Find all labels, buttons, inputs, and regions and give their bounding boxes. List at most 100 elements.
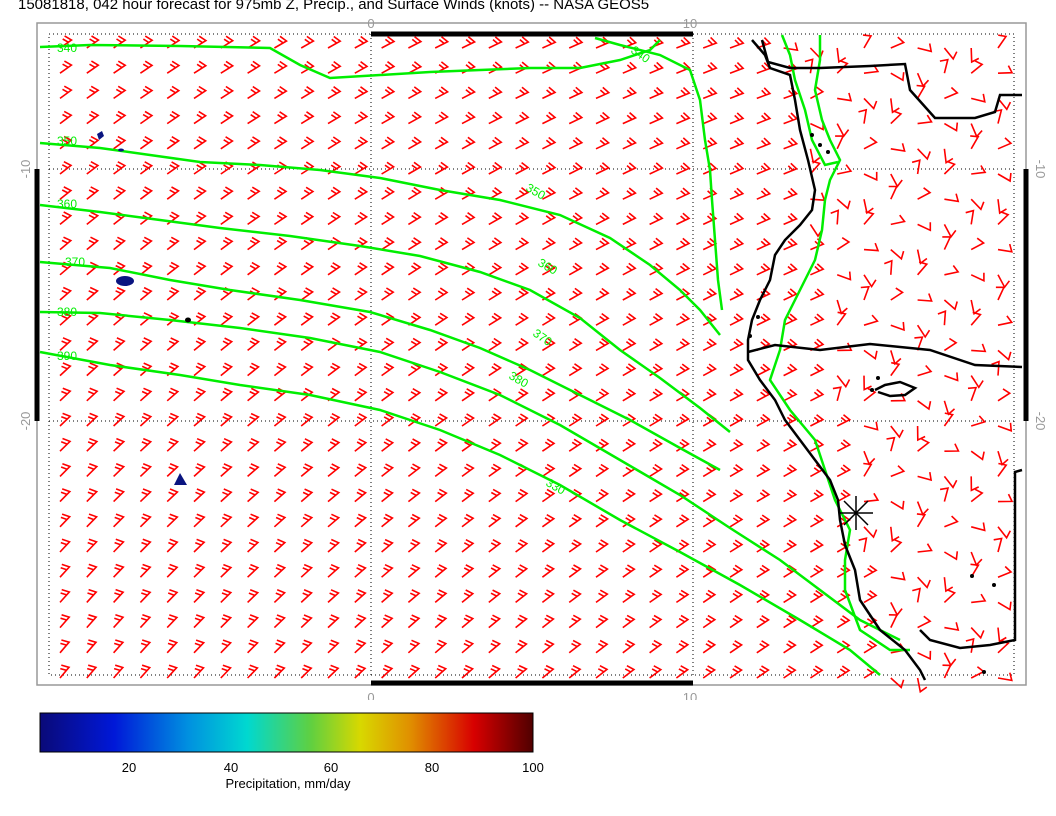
wind-barb bbox=[809, 160, 822, 175]
wind-barb bbox=[622, 212, 637, 226]
wind-barb bbox=[59, 437, 72, 452]
wind-barb bbox=[675, 463, 690, 478]
wind-barb bbox=[113, 412, 126, 427]
wind-barb bbox=[595, 388, 610, 402]
wind-barb bbox=[327, 412, 341, 427]
wind-barb bbox=[166, 110, 181, 125]
wind-barb bbox=[997, 493, 1014, 503]
wind-barb bbox=[166, 614, 179, 629]
wind-barb bbox=[541, 514, 556, 528]
wind-barb bbox=[300, 513, 314, 528]
wind-barb bbox=[434, 312, 449, 326]
wind-barb bbox=[59, 639, 71, 654]
wind-barb bbox=[139, 614, 152, 629]
wind-barb bbox=[273, 589, 287, 603]
wind-barbs bbox=[59, 34, 1014, 694]
wind-barb bbox=[756, 439, 771, 452]
wind-barb bbox=[943, 475, 958, 489]
wind-barb bbox=[461, 639, 475, 654]
wind-barb bbox=[273, 60, 288, 74]
lat-label-right-m20: -20 bbox=[1033, 412, 1048, 431]
wind-barb bbox=[139, 136, 154, 150]
wind-barb bbox=[166, 664, 179, 679]
wind-barb bbox=[835, 135, 845, 150]
wind-barb bbox=[541, 639, 555, 654]
wind-barb bbox=[354, 362, 368, 377]
wind-barb bbox=[783, 313, 798, 326]
wind-barb bbox=[247, 639, 259, 654]
wind-barb bbox=[273, 136, 288, 150]
wind-barb bbox=[890, 321, 905, 332]
wind-barb bbox=[595, 363, 610, 377]
wind-barb bbox=[943, 148, 954, 165]
wind-barb bbox=[862, 34, 873, 49]
wind-barb bbox=[327, 639, 340, 654]
wind-barb bbox=[113, 85, 127, 100]
wind-barb bbox=[541, 564, 556, 578]
wind-barb bbox=[193, 387, 207, 402]
wind-barb bbox=[944, 622, 960, 632]
wind-barb bbox=[327, 86, 342, 100]
wind-barb bbox=[809, 640, 824, 654]
wind-barb bbox=[327, 589, 340, 603]
wind-barb bbox=[890, 110, 903, 125]
wind-barb bbox=[193, 110, 208, 125]
wind-barb bbox=[943, 577, 954, 593]
wind-barb bbox=[783, 112, 799, 125]
wind-barb bbox=[756, 313, 771, 326]
wind-barb bbox=[434, 136, 449, 150]
wind-barb bbox=[407, 589, 421, 604]
wind-barb bbox=[997, 97, 1012, 111]
wind-barb bbox=[649, 413, 664, 427]
wind-barb bbox=[300, 211, 315, 226]
wind-barb bbox=[434, 36, 450, 49]
wind-barb bbox=[354, 614, 367, 629]
wind-barb bbox=[997, 315, 1014, 326]
wind-barb bbox=[139, 337, 153, 352]
coastline bbox=[746, 39, 1023, 681]
wind-barb bbox=[193, 236, 207, 251]
wind-barb bbox=[756, 413, 771, 427]
wind-barb bbox=[247, 236, 261, 251]
wind-barb bbox=[300, 86, 315, 100]
wind-barb bbox=[675, 589, 690, 604]
lat-label-left-m20: -20 bbox=[18, 412, 33, 431]
wind-barb bbox=[220, 60, 235, 74]
wind-barb bbox=[488, 413, 502, 427]
wind-barb bbox=[247, 437, 260, 452]
wind-barb bbox=[676, 338, 691, 352]
wind-barb bbox=[649, 237, 664, 251]
wind-barb bbox=[86, 286, 99, 301]
wind-barb bbox=[810, 121, 824, 131]
wind-barb bbox=[622, 162, 637, 175]
wind-barb bbox=[381, 413, 395, 427]
wind-barb bbox=[649, 187, 664, 200]
wind-barb bbox=[488, 262, 503, 276]
wind-barb bbox=[971, 343, 987, 353]
wind-barb bbox=[836, 299, 848, 315]
wind-barb bbox=[595, 86, 611, 100]
wind-barb bbox=[434, 463, 448, 478]
wind-barb bbox=[702, 489, 717, 503]
wind-barb bbox=[220, 136, 234, 150]
wind-barb bbox=[407, 614, 421, 629]
wind-barb bbox=[622, 112, 638, 125]
wind-barb bbox=[649, 463, 663, 478]
wind-barb bbox=[917, 148, 931, 161]
wind-barb bbox=[86, 462, 99, 477]
wind-barb bbox=[756, 363, 771, 377]
wind-barb bbox=[273, 513, 287, 528]
wind-barb bbox=[917, 471, 933, 482]
wind-barb bbox=[220, 639, 233, 654]
wind-barb bbox=[702, 112, 718, 125]
wind-barb bbox=[86, 60, 100, 74]
wind-barb bbox=[702, 288, 718, 301]
wind-barb bbox=[381, 161, 396, 175]
wind-barb bbox=[676, 313, 691, 326]
wind-barb bbox=[568, 639, 582, 654]
wind-barb bbox=[354, 86, 369, 100]
contour-370 bbox=[39, 260, 721, 472]
wind-barb bbox=[113, 236, 126, 251]
wind-barb bbox=[381, 463, 395, 478]
wind-barb bbox=[676, 162, 691, 175]
